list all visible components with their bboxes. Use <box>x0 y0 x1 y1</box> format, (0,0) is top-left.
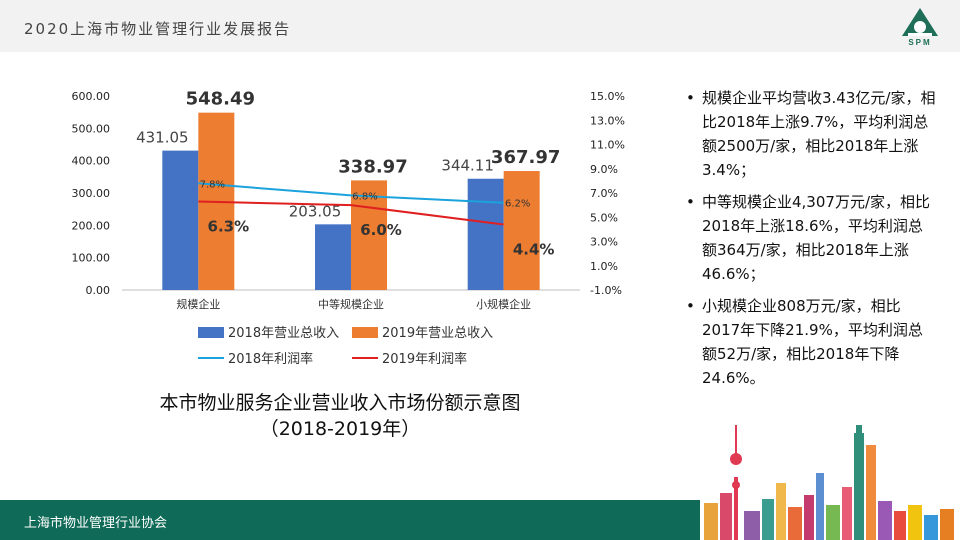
summary-bullets: • 规模企业平均营收3.43亿元/家，相比2018年上涨9.7%，平均利润总额25… <box>686 86 936 398</box>
caption-line-1: 本市物业服务企业营业收入市场份额示意图 <box>159 392 521 414</box>
x-tick-label: 规模企业 <box>176 297 220 311</box>
bullet-item: • 中等规模企业4,307万元/家，相比2018年上涨18.6%，平均利润总额36… <box>686 190 936 286</box>
line-value-label: 6.8% <box>352 191 377 202</box>
bullet-text: 小规模企业808万元/家，相比2017年下降21.9%，平均利润总额52万/家，… <box>702 297 923 387</box>
y-left-tick-label: 200.00 <box>72 219 111 232</box>
bullet-text: 规模企业平均营收3.43亿元/家，相比2018年上涨9.7%，平均利润总额250… <box>702 89 936 179</box>
line-series-2018 <box>198 182 504 204</box>
y-right-tick-label: 5.0% <box>590 211 618 224</box>
bar-2019 <box>351 180 387 290</box>
x-tick-label: 小规模企业 <box>476 297 531 311</box>
chart-caption: 本市物业服务企业营业收入市场份额示意图 （2018-2019年） <box>120 390 560 442</box>
y-left-tick-label: 500.00 <box>72 122 111 135</box>
report-title: 2020上海市物业管理行业发展报告 <box>24 20 292 38</box>
bar-value-label: 344.11 <box>441 157 494 175</box>
footer-org-name: 上海市物业管理行业协会 <box>24 516 168 531</box>
y-left-tick-label: 600.00 <box>72 90 111 103</box>
bar-2018 <box>467 178 504 290</box>
footer-bar: 上海市物业管理行业协会 <box>0 500 700 540</box>
y-right-tick-label: 15.0% <box>590 90 625 103</box>
legend-swatch <box>198 327 224 338</box>
revenue-chart: 0.00 100.00 200.00 300.00 400.00 500.00 600.00… <box>72 89 625 367</box>
legend-label: 2019年利润率 <box>382 351 467 367</box>
legend-swatch <box>352 327 378 338</box>
y-right-tick-label: 13.0% <box>590 114 625 127</box>
bullet-item: • 小规模企业808万元/家，相比2017年下降21.9%，平均利润总额52万/家… <box>686 294 936 390</box>
y-left-tick-label: 400.00 <box>72 155 111 168</box>
legend-label: 2018年利润率 <box>228 351 313 367</box>
y-right-tick-label: 9.0% <box>590 163 618 176</box>
header-bar: 2020上海市物业管理行业发展报告 SPM <box>0 0 960 52</box>
bullet-dot: • <box>686 193 695 211</box>
y-right-tick-label: 11.0% <box>590 139 625 152</box>
bar-value-label: 338.97 <box>338 156 407 177</box>
spm-logo-icon <box>902 8 938 36</box>
bar-2018 <box>162 150 199 290</box>
x-tick-label: 中等规模企业 <box>318 297 384 311</box>
y-right-tick-label: 7.0% <box>590 187 618 200</box>
line-value-label: 7.8% <box>200 179 225 190</box>
y-right-tick-label: -1.0% <box>590 284 622 297</box>
bar-value-label: 367.97 <box>491 147 560 168</box>
logo-text: SPM <box>908 38 932 47</box>
bar-2018 <box>315 224 351 290</box>
legend-label: 2018年营业总收入 <box>228 326 339 341</box>
line-value-label: 6.0% <box>360 221 402 239</box>
y-left-tick-label: 0.00 <box>86 284 111 297</box>
city-skyline-illustration <box>704 425 954 540</box>
legend-label: 2019年营业总收入 <box>382 326 493 341</box>
y-right-tick-label: 3.0% <box>590 236 618 249</box>
line-value-label: 6.2% <box>505 199 530 210</box>
bar-2019 <box>503 171 540 290</box>
line-value-label: 4.4% <box>513 241 555 259</box>
bullet-dot: • <box>686 89 695 107</box>
bullet-text: 中等规模企业4,307万元/家，相比2018年上涨18.6%，平均利润总额364… <box>702 193 930 283</box>
line-value-label: 6.3% <box>208 217 250 235</box>
y-left-tick-label: 300.00 <box>72 187 111 200</box>
bar-value-label: 431.05 <box>136 129 189 147</box>
spm-logo: SPM <box>898 6 942 50</box>
bullet-item: • 规模企业平均营收3.43亿元/家，相比2018年上涨9.7%，平均利润总额25… <box>686 86 936 182</box>
line-series-2019 <box>198 200 504 226</box>
y-right-tick-label: 1.0% <box>590 260 618 273</box>
y-left-tick-label: 100.00 <box>72 252 111 265</box>
caption-line-2: （2018-2019年） <box>259 418 421 440</box>
bar-value-label: 548.49 <box>186 89 255 110</box>
bullet-dot: • <box>686 297 695 315</box>
bar-value-label: 203.05 <box>289 202 342 220</box>
